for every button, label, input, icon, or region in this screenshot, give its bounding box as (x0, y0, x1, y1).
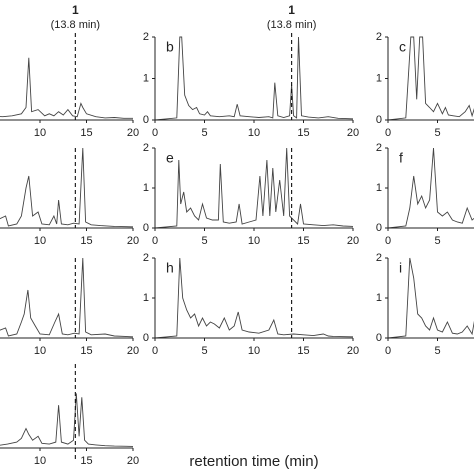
x-tick-label: 0 (385, 127, 391, 139)
x-tick-label: 20 (347, 345, 359, 357)
x-tick-label: 5 (201, 127, 207, 139)
y-tick-label: 1 (143, 182, 149, 194)
panel-label: e (166, 150, 174, 166)
chromatogram-trace (388, 257, 474, 338)
y-tick-label: 2 (143, 142, 149, 154)
panel: 0510012i (376, 252, 474, 357)
chromatogram-trace (0, 57, 133, 119)
x-tick-label: 0 (152, 235, 158, 247)
y-tick-label: 0 (143, 114, 149, 126)
panel: 0510012c (376, 31, 474, 139)
x-tick-label: 20 (347, 235, 359, 247)
y-tick-label: 0 (143, 332, 149, 344)
panel: 10 15 20 1 (13.8 min) (0, 3, 139, 139)
x-tick-label: 10 (248, 345, 260, 357)
x-tick-label: 15 (297, 127, 309, 139)
y-tick-label: 1 (376, 72, 382, 84)
plot-area (388, 36, 474, 120)
peak-annotation: 1 (288, 3, 295, 17)
x-tick-label: 10 (34, 345, 46, 357)
x-tick-label: 0 (152, 345, 158, 357)
y-tick-label: 0 (143, 222, 149, 234)
x-tick-label: 0 (152, 127, 158, 139)
plot-area (0, 147, 133, 228)
plot-area (388, 147, 474, 228)
x-axis-title: retention time (min) (189, 453, 318, 470)
x-tick-label: 15 (80, 127, 92, 139)
panel: 10 15 20 (0, 364, 139, 467)
plot-area (155, 36, 353, 120)
y-tick-label: 2 (143, 31, 149, 43)
x-tick-label: 20 (127, 235, 139, 247)
peak-annotation: 1 (72, 3, 79, 17)
x-tick-label: 5 (434, 345, 440, 357)
y-tick-label: 1 (376, 182, 382, 194)
plot-area (0, 257, 133, 338)
plot-area (0, 393, 133, 447)
plot-area (388, 257, 474, 338)
panel-label: c (399, 39, 406, 55)
x-tick-label: 20 (127, 455, 139, 467)
x-tick-label: 15 (297, 345, 309, 357)
y-tick-label: 1 (143, 72, 149, 84)
chromatogram-trace (388, 36, 474, 120)
chromatogram-trace (155, 257, 353, 338)
chromatogram-trace (0, 257, 133, 338)
chromatogram-trace (0, 393, 133, 447)
y-tick-label: 0 (376, 332, 382, 344)
y-tick-label: 0 (376, 114, 382, 126)
x-tick-label: 5 (434, 235, 440, 247)
x-tick-label: 10 (248, 127, 260, 139)
x-tick-label: 10 (34, 127, 46, 139)
chromatogram-trace (155, 36, 353, 120)
chromatogram-trace (0, 147, 133, 228)
x-tick-label: 20 (347, 127, 359, 139)
chromatogram-trace (155, 147, 353, 228)
x-tick-label: 10 (34, 235, 46, 247)
y-tick-label: 0 (376, 222, 382, 234)
x-tick-label: 15 (297, 235, 309, 247)
chromatogram-trace (388, 147, 474, 228)
panel-label: b (166, 39, 174, 55)
x-tick-label: 5 (434, 127, 440, 139)
panel: 0 5 10 15 20 0 1 2 e (143, 142, 359, 247)
x-tick-label: 15 (80, 345, 92, 357)
y-tick-label: 2 (376, 252, 382, 264)
x-tick-label: 10 (34, 455, 46, 467)
x-tick-label: 10 (248, 235, 260, 247)
x-tick-label: 0 (385, 345, 391, 357)
panel: 0510012f (376, 142, 474, 247)
panel: 10 15 20 (0, 257, 139, 357)
x-tick-label: 15 (80, 455, 92, 467)
y-tick-label: 1 (376, 292, 382, 304)
x-tick-label: 20 (127, 345, 139, 357)
panel: 0 5 10 15 20 0 1 2 b 1 (13.8 min) (143, 3, 359, 139)
x-tick-label: 5 (201, 235, 207, 247)
panel: 10 15 20 (0, 147, 139, 247)
y-tick-label: 2 (376, 31, 382, 43)
panel-label: f (399, 150, 403, 166)
peak-annotation-time: (13.8 min) (51, 19, 101, 31)
plot-area (155, 147, 353, 228)
panel-label: h (166, 260, 174, 276)
x-tick-label: 0 (385, 235, 391, 247)
plot-area (155, 257, 353, 338)
y-tick-label: 2 (143, 252, 149, 264)
x-tick-label: 20 (127, 127, 139, 139)
y-tick-label: 2 (376, 142, 382, 154)
x-tick-label: 5 (201, 345, 207, 357)
peak-annotation-time: (13.8 min) (267, 19, 317, 31)
panel: 0 5 10 15 20 0 1 2 h retention time (min) (143, 252, 359, 470)
y-tick-label: 1 (143, 292, 149, 304)
plot-area (0, 57, 133, 119)
panel-label: i (399, 260, 402, 276)
x-tick-label: 15 (80, 235, 92, 247)
